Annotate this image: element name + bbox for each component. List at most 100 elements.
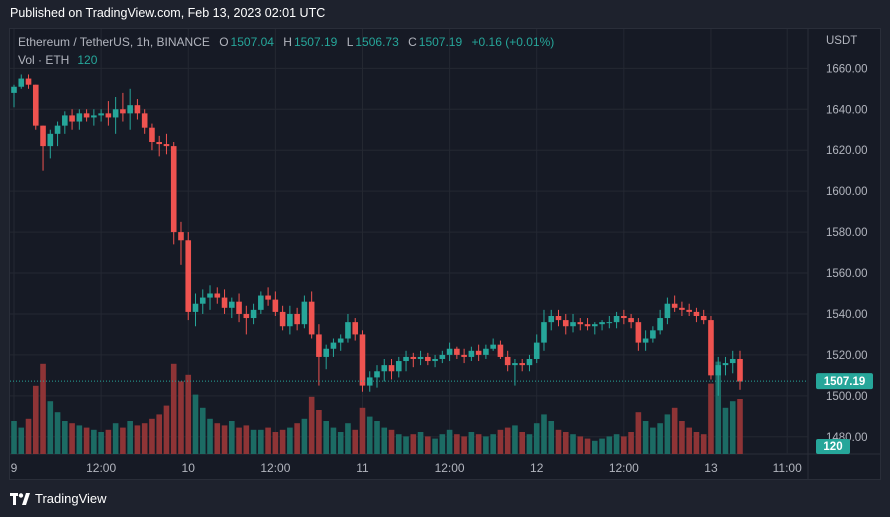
volume-bar xyxy=(490,434,496,454)
volume-bar xyxy=(381,427,388,454)
chart-pane[interactable]: 1660.00 1640.00 1620.00 1600.00 1580.00 1560.… xyxy=(9,28,881,480)
open-key: O xyxy=(219,35,229,49)
candle-body xyxy=(185,240,192,312)
candle-body xyxy=(98,113,104,116)
y-tick-label: 1500.00 xyxy=(826,391,868,403)
candle-body xyxy=(628,318,634,323)
candle-body xyxy=(229,301,235,308)
candle-body xyxy=(265,295,271,300)
candle-body xyxy=(737,358,743,382)
volume-bar xyxy=(265,427,271,454)
candle-body xyxy=(722,363,729,366)
candle-body xyxy=(592,324,598,327)
volume-label[interactable]: Vol · ETH xyxy=(18,53,70,67)
volume-bar xyxy=(686,427,692,454)
volume-bar xyxy=(83,427,90,454)
candle-body xyxy=(490,344,496,349)
volume-bar xyxy=(483,436,489,454)
candle-body xyxy=(323,348,329,357)
volume-bar xyxy=(657,423,663,454)
candle-body xyxy=(308,301,315,335)
x-tick-label: 10 xyxy=(182,461,196,475)
volume-bar xyxy=(170,363,177,454)
close-value: 1507.19 xyxy=(418,35,463,49)
last-price-badge xyxy=(816,373,873,390)
volume-bar xyxy=(671,407,678,454)
volume-bar xyxy=(25,418,32,454)
candle-body xyxy=(715,365,722,376)
volume-bar xyxy=(11,421,17,454)
candle-body xyxy=(700,316,707,321)
candle-body xyxy=(606,322,613,324)
volume-bar xyxy=(577,436,584,454)
volume-bar xyxy=(192,394,199,454)
candle-body xyxy=(366,377,373,386)
candle-body xyxy=(584,324,591,327)
candle-body xyxy=(512,363,518,366)
volume-bar xyxy=(18,427,25,454)
symbol-label[interactable]: Ethereum / TetherUS, 1h, BINANCE xyxy=(18,35,210,49)
candle-body xyxy=(163,144,170,147)
candle-body xyxy=(199,297,206,304)
volume-bar xyxy=(410,434,417,454)
last-price-label: 1507.19 xyxy=(824,376,866,388)
candle-body xyxy=(207,293,213,298)
candle-body xyxy=(83,113,90,118)
volume-bar xyxy=(468,432,475,454)
close-key: C xyxy=(408,35,417,49)
candle-body xyxy=(475,350,482,355)
volume-bar xyxy=(323,421,329,454)
candle-body xyxy=(32,84,39,126)
volume-bar xyxy=(199,407,206,454)
tradingview-logo[interactable]: TradingView xyxy=(10,491,107,506)
price-chart[interactable]: 1660.00 1640.00 1620.00 1600.00 1580.00 1560.… xyxy=(10,29,880,479)
volume-bar xyxy=(548,421,555,454)
volume-bar xyxy=(337,432,344,454)
candle-body xyxy=(432,358,438,362)
candle-body xyxy=(555,316,562,321)
y-tick-label: 1660.00 xyxy=(826,63,868,75)
candle-body xyxy=(410,356,417,359)
candle-body xyxy=(483,348,489,355)
candle-body xyxy=(345,322,351,339)
high-key: H xyxy=(283,35,292,49)
volume-bar xyxy=(562,432,569,454)
volume-bar xyxy=(388,429,395,454)
candle-body xyxy=(650,330,656,339)
candle-body xyxy=(497,344,504,357)
y-tick-label: 1520.00 xyxy=(826,350,868,362)
x-tick-label: 13 xyxy=(704,461,718,475)
volume-bar xyxy=(432,438,438,454)
candle-body xyxy=(417,356,424,359)
candle-body xyxy=(192,303,199,312)
volume-bar xyxy=(330,427,337,454)
candle-body xyxy=(91,115,97,118)
volume-bar xyxy=(403,436,409,454)
volume-bar xyxy=(504,427,511,454)
volume-bar xyxy=(737,399,743,454)
candle-body xyxy=(519,363,525,366)
candle-body xyxy=(258,295,264,310)
volume-bar xyxy=(592,440,598,454)
volume-bar xyxy=(664,414,671,454)
x-tick-label: 11 xyxy=(356,461,369,475)
candle-body xyxy=(134,105,141,114)
volume-bar xyxy=(526,434,533,454)
currency-label[interactable]: USDT xyxy=(826,35,857,47)
volume-bar xyxy=(69,423,75,454)
volume-bar xyxy=(229,421,235,454)
volume-bar xyxy=(621,436,627,454)
volume-bar xyxy=(250,429,257,454)
candle-body xyxy=(287,313,293,327)
candle-body xyxy=(504,356,511,366)
volume-bar xyxy=(395,434,402,454)
volume-bar xyxy=(316,410,322,454)
volume-bar xyxy=(120,427,126,454)
candle-body xyxy=(11,86,17,93)
volume-bar xyxy=(62,421,68,454)
x-tick-label: 12:00 xyxy=(86,461,116,475)
volume-bar xyxy=(425,436,431,454)
volume-bar xyxy=(642,421,649,454)
volume-bar xyxy=(446,429,453,454)
volume-bar xyxy=(214,423,221,454)
